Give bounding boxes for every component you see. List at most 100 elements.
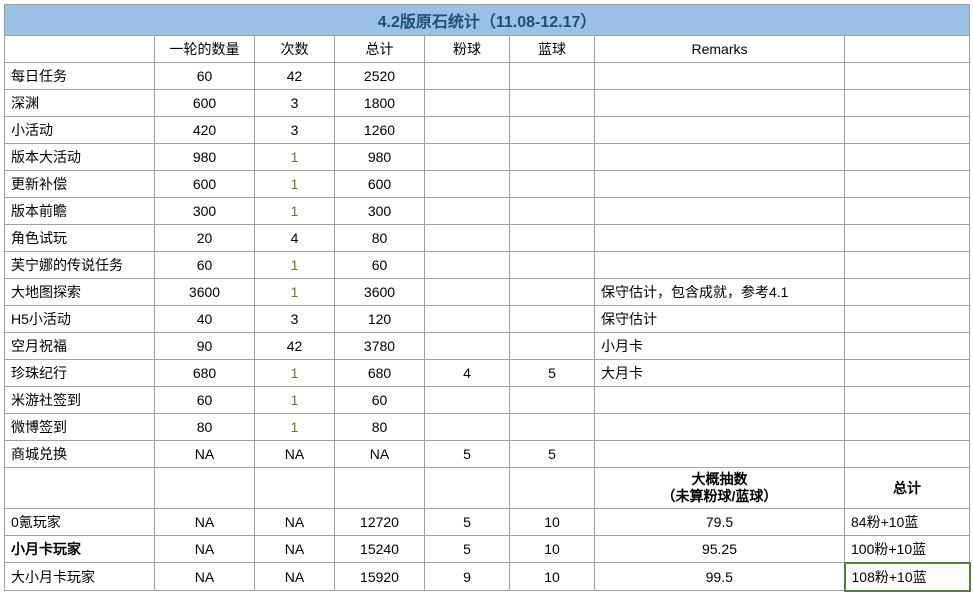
row-pink (425, 306, 510, 333)
table-row: 版本前瞻3001300 (5, 198, 970, 225)
header-cell: 粉球 (425, 36, 510, 63)
row-blue (510, 171, 595, 198)
empty-cell (335, 468, 425, 509)
row-pink (425, 279, 510, 306)
row-qty: 60 (155, 63, 255, 90)
row-total: 600 (335, 171, 425, 198)
row-blue (510, 198, 595, 225)
summary-qty: NA (155, 535, 255, 563)
row-total: 3780 (335, 333, 425, 360)
row-blue (510, 63, 595, 90)
summary-approx: 95.25 (595, 535, 845, 563)
row-blue (510, 306, 595, 333)
summary-approx: 79.5 (595, 508, 845, 535)
row-blue (510, 387, 595, 414)
row-pink (425, 117, 510, 144)
row-remarks (595, 225, 845, 252)
summary-header-row: 大概抽数 （未算粉球/蓝球） 总计 (5, 468, 970, 509)
row-times: 1 (255, 279, 335, 306)
row-label: 每日任务 (5, 63, 155, 90)
row-qty: 980 (155, 144, 255, 171)
summary-row: 大小月卡玩家NANA1592091099.5108粉+10蓝 (5, 563, 970, 591)
row-last (845, 117, 970, 144)
row-times: 1 (255, 198, 335, 225)
row-qty: 600 (155, 171, 255, 198)
row-times: 3 (255, 306, 335, 333)
summary-header-total: 总计 (845, 468, 970, 509)
row-label: 版本前瞻 (5, 198, 155, 225)
table-row: 小活动42031260 (5, 117, 970, 144)
row-remarks (595, 414, 845, 441)
header-cell: 次数 (255, 36, 335, 63)
summary-total: 15920 (335, 563, 425, 591)
row-label: 小活动 (5, 117, 155, 144)
row-label: 珍珠纪行 (5, 360, 155, 387)
row-total: 300 (335, 198, 425, 225)
row-remarks (595, 252, 845, 279)
row-pink (425, 144, 510, 171)
row-remarks: 大月卡 (595, 360, 845, 387)
summary-blue: 10 (510, 535, 595, 563)
row-remarks: 保守估计，包含成就，参考4.1 (595, 279, 845, 306)
row-qty: 300 (155, 198, 255, 225)
summary-total: 12720 (335, 508, 425, 535)
row-total: 60 (335, 387, 425, 414)
row-total: 80 (335, 225, 425, 252)
summary-blue: 10 (510, 508, 595, 535)
summary-pink: 5 (425, 508, 510, 535)
row-pink (425, 63, 510, 90)
row-pink: 4 (425, 360, 510, 387)
row-times: 1 (255, 387, 335, 414)
row-remarks (595, 144, 845, 171)
row-blue (510, 90, 595, 117)
row-blue (510, 279, 595, 306)
empty-cell (425, 468, 510, 509)
row-times: 1 (255, 414, 335, 441)
row-times: 3 (255, 117, 335, 144)
row-total: 1260 (335, 117, 425, 144)
row-qty: 80 (155, 414, 255, 441)
row-label: 芙宁娜的传说任务 (5, 252, 155, 279)
row-qty: 60 (155, 387, 255, 414)
row-times: 3 (255, 90, 335, 117)
row-label: H5小活动 (5, 306, 155, 333)
row-label: 微博签到 (5, 414, 155, 441)
summary-sum: 108粉+10蓝 (845, 563, 970, 591)
summary-label: 0氪玩家 (5, 508, 155, 535)
row-blue: 5 (510, 360, 595, 387)
table-row: 空月祝福90423780小月卡 (5, 333, 970, 360)
empty-cell (510, 468, 595, 509)
row-qty: 90 (155, 333, 255, 360)
row-qty: 680 (155, 360, 255, 387)
header-cell (845, 36, 970, 63)
row-qty: 20 (155, 225, 255, 252)
row-total: 60 (335, 252, 425, 279)
table-row: 版本大活动9801980 (5, 144, 970, 171)
row-pink (425, 90, 510, 117)
summary-header-approx: 大概抽数 （未算粉球/蓝球） (595, 468, 845, 509)
table-row: 深渊60031800 (5, 90, 970, 117)
row-last (845, 279, 970, 306)
empty-cell (155, 468, 255, 509)
empty-cell (255, 468, 335, 509)
row-remarks (595, 387, 845, 414)
row-label: 空月祝福 (5, 333, 155, 360)
row-last (845, 198, 970, 225)
table-row: H5小活动403120保守估计 (5, 306, 970, 333)
row-total: 980 (335, 144, 425, 171)
summary-row: 0氪玩家NANA1272051079.584粉+10蓝 (5, 508, 970, 535)
row-remarks (595, 171, 845, 198)
row-pink (425, 198, 510, 225)
row-blue (510, 225, 595, 252)
table-row: 微博签到80180 (5, 414, 970, 441)
row-pink (425, 225, 510, 252)
summary-sum: 84粉+10蓝 (845, 508, 970, 535)
table-row: 每日任务60422520 (5, 63, 970, 90)
row-pink (425, 387, 510, 414)
row-remarks (595, 63, 845, 90)
row-times: 1 (255, 360, 335, 387)
row-last (845, 252, 970, 279)
row-remarks (595, 117, 845, 144)
row-last (845, 90, 970, 117)
table-row: 商城兑换NANANA55 (5, 441, 970, 468)
